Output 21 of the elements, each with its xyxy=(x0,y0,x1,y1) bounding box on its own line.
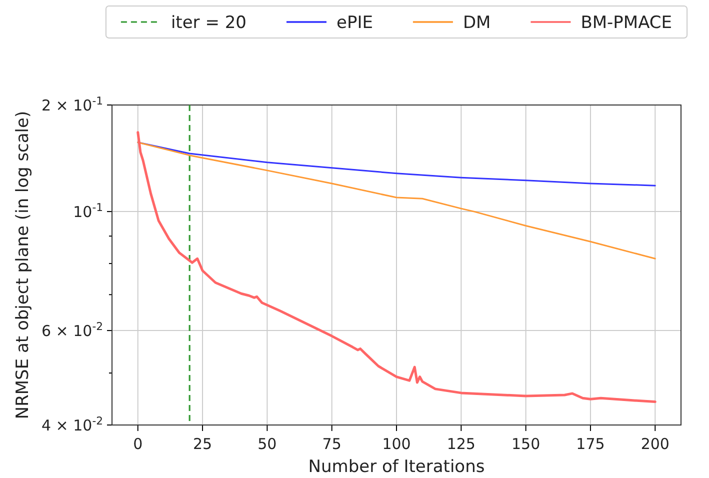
legend-label: ePIE xyxy=(336,12,373,33)
legend-label: DM xyxy=(462,12,491,33)
x-tick-label: 0 xyxy=(133,435,143,453)
y-tick-label: 4 × 10$^{-2}$ xyxy=(41,414,103,434)
y-tick-label: 10$^{-1}$ xyxy=(73,200,103,221)
x-tick-label: 150 xyxy=(512,435,540,453)
x-tick-label: 75 xyxy=(322,435,342,453)
x-axis-title: Number of Iterations xyxy=(308,457,485,477)
line-series xyxy=(136,131,656,403)
x-tick-label: 175 xyxy=(576,435,605,453)
legend-label: iter = 20 xyxy=(170,12,246,33)
x-tick-label: 200 xyxy=(640,435,670,453)
line-series xyxy=(137,142,656,260)
y-tick-label: 6 × 10$^{-2}$ xyxy=(41,319,103,340)
y-axis-title: NRMSE at object plane (in log scale) xyxy=(13,110,33,420)
y-tick-label: 2 × 10$^{-1}$ xyxy=(41,94,103,114)
x-tick-label: 100 xyxy=(382,435,411,453)
x-tick-label: 50 xyxy=(258,435,277,453)
x-tick-label: 25 xyxy=(192,435,212,453)
x-tick-label: 125 xyxy=(446,435,476,453)
legend-label: BM-PMACE xyxy=(580,12,672,33)
